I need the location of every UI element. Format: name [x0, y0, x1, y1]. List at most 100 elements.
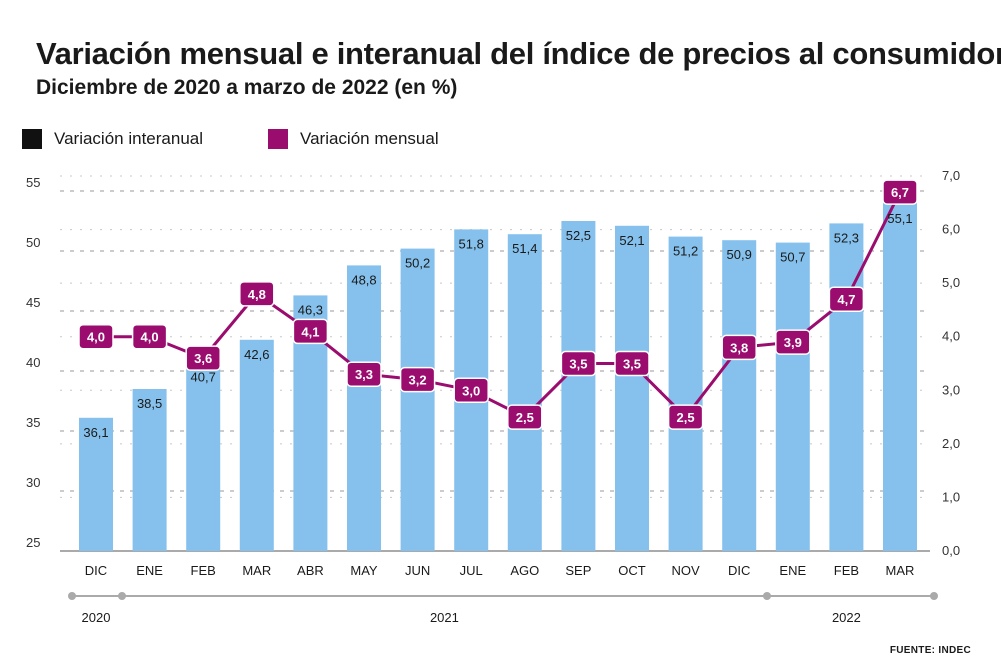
- line-value-label: 4,0: [141, 330, 159, 345]
- line-point-marker: [346, 361, 382, 387]
- line-point-marker: [78, 323, 114, 350]
- bar-interanual: [79, 417, 113, 551]
- y-right-tick-label: 6,0: [942, 222, 960, 237]
- bar-value-label: 51,8: [459, 236, 484, 251]
- source-note: FUENTE: INDEC: [889, 645, 971, 656]
- x-tick-label: FEB: [834, 563, 859, 578]
- line-value-label: 3,5: [623, 357, 641, 372]
- line-point-marker: [721, 334, 757, 361]
- bar-value-label: 52,5: [566, 228, 591, 243]
- x-tick-label: MAR: [886, 563, 915, 578]
- y-right-tick-label: 4,0: [942, 329, 960, 344]
- x-tick-label: FEB: [191, 563, 216, 578]
- bar-interanual: [132, 389, 167, 551]
- y-right-tick-label: 5,0: [942, 275, 960, 290]
- y-right-tick-label: 0,0: [942, 543, 960, 558]
- line-point-marker: [239, 281, 275, 307]
- line-point-marker: [507, 404, 543, 430]
- y-right-tick-label: 1,0: [942, 489, 960, 504]
- line-value-label: 3,5: [569, 357, 587, 372]
- y-right-tick-label: 7,0: [942, 168, 960, 183]
- bar-value-label: 42,6: [244, 347, 269, 362]
- line-point-marker: [560, 350, 597, 377]
- line-mensual: [96, 191, 902, 419]
- bar-interanual: [615, 225, 649, 552]
- line-value-label: 2,5: [677, 410, 695, 425]
- bar-value-label: 50,7: [780, 250, 805, 265]
- bar-value-label: 50,9: [727, 247, 752, 262]
- x-tick-label: OCT: [618, 563, 646, 578]
- bar-interanual: [722, 240, 757, 551]
- line-point-marker: [399, 366, 436, 393]
- legend-label-interanual: Variación interanual: [54, 129, 203, 148]
- line-point-marker: [775, 329, 811, 355]
- x-tick-label: DIC: [728, 563, 750, 578]
- y-right-tick-label: 2,0: [942, 436, 960, 451]
- legend-item-mensual: Variación mensual: [268, 129, 439, 149]
- line-value-label: 6,7: [891, 185, 909, 200]
- line-value-label: 4,7: [837, 292, 855, 307]
- year-label: 2022: [832, 610, 861, 625]
- y-left-tick-label: 55: [26, 175, 40, 190]
- line-value-label: 2,5: [516, 410, 534, 425]
- legend-label-mensual: Variación mensual: [300, 129, 439, 148]
- line-value-label: 3,6: [194, 351, 212, 366]
- x-tick-label: MAY: [350, 563, 378, 578]
- bar-interanual: [347, 265, 381, 551]
- x-tick-label: DIC: [85, 563, 107, 578]
- line-value-label: 4,1: [301, 324, 319, 339]
- timeline-dot: [930, 592, 938, 600]
- chart-subtitle: Diciembre de 2020 a marzo de 2022 (en %): [36, 76, 458, 99]
- line-point-marker: [882, 179, 918, 205]
- line-point-marker: [185, 345, 221, 371]
- y-left-tick-label: 25: [26, 535, 40, 550]
- bar-interanual: [775, 242, 810, 551]
- line-point-marker: [292, 318, 329, 345]
- y-left-tick-label: 30: [26, 475, 40, 490]
- y-left-tick-label: 35: [26, 415, 40, 430]
- line-value-label: 3,9: [784, 335, 802, 350]
- y-left-tick-label: 50: [26, 235, 40, 250]
- line-point-marker: [453, 377, 489, 404]
- line-value-label: 3,3: [355, 367, 373, 382]
- x-tick-label: MAR: [242, 563, 271, 578]
- bar-interanual: [400, 248, 435, 551]
- year-label: 2020: [82, 610, 111, 625]
- bar-value-label: 52,1: [619, 233, 644, 248]
- bar-value-label: 50,2: [405, 256, 430, 271]
- x-tick-label: ENE: [779, 563, 806, 578]
- timeline-dot: [68, 592, 76, 600]
- x-tick-label: JUL: [460, 563, 483, 578]
- line-value-label: 3,2: [409, 373, 427, 388]
- bar-interanual: [883, 189, 917, 552]
- x-tick-label: NOV: [672, 563, 701, 578]
- legend-item-interanual: Variación interanual: [22, 129, 203, 149]
- x-tick-label: AGO: [510, 563, 539, 578]
- x-tick-label: ENE: [136, 563, 163, 578]
- line-value-label: 3,0: [462, 383, 480, 398]
- x-tick-label: SEP: [565, 563, 591, 578]
- bar-value-label: 46,3: [298, 302, 323, 317]
- chart-title: Variación mensual e interanual del índic…: [36, 36, 1001, 71]
- bar-interanual: [561, 221, 596, 551]
- y-left-tick-label: 40: [26, 355, 40, 370]
- legend-swatch-mensual: [268, 129, 288, 149]
- timeline-dot: [118, 592, 126, 600]
- timeline-dot: [763, 592, 771, 600]
- x-tick-label: JUN: [405, 563, 430, 578]
- year-label: 2021: [430, 610, 459, 625]
- bar-value-label: 36,1: [83, 425, 108, 440]
- bar-value-label: 52,3: [834, 230, 859, 245]
- y-right-tick-label: 3,0: [942, 382, 960, 397]
- line-value-label: 4,8: [248, 287, 266, 302]
- bar-interanual: [507, 234, 542, 551]
- bar-interanual: [668, 236, 703, 551]
- bar-value-label: 51,2: [673, 244, 698, 259]
- line-point-marker: [828, 286, 865, 312]
- bar-value-label: 48,8: [351, 272, 376, 287]
- bar-value-label: 51,4: [512, 241, 537, 256]
- line-value-label: 4,0: [87, 330, 105, 345]
- line-point-marker: [667, 404, 704, 430]
- bar-interanual: [239, 339, 274, 551]
